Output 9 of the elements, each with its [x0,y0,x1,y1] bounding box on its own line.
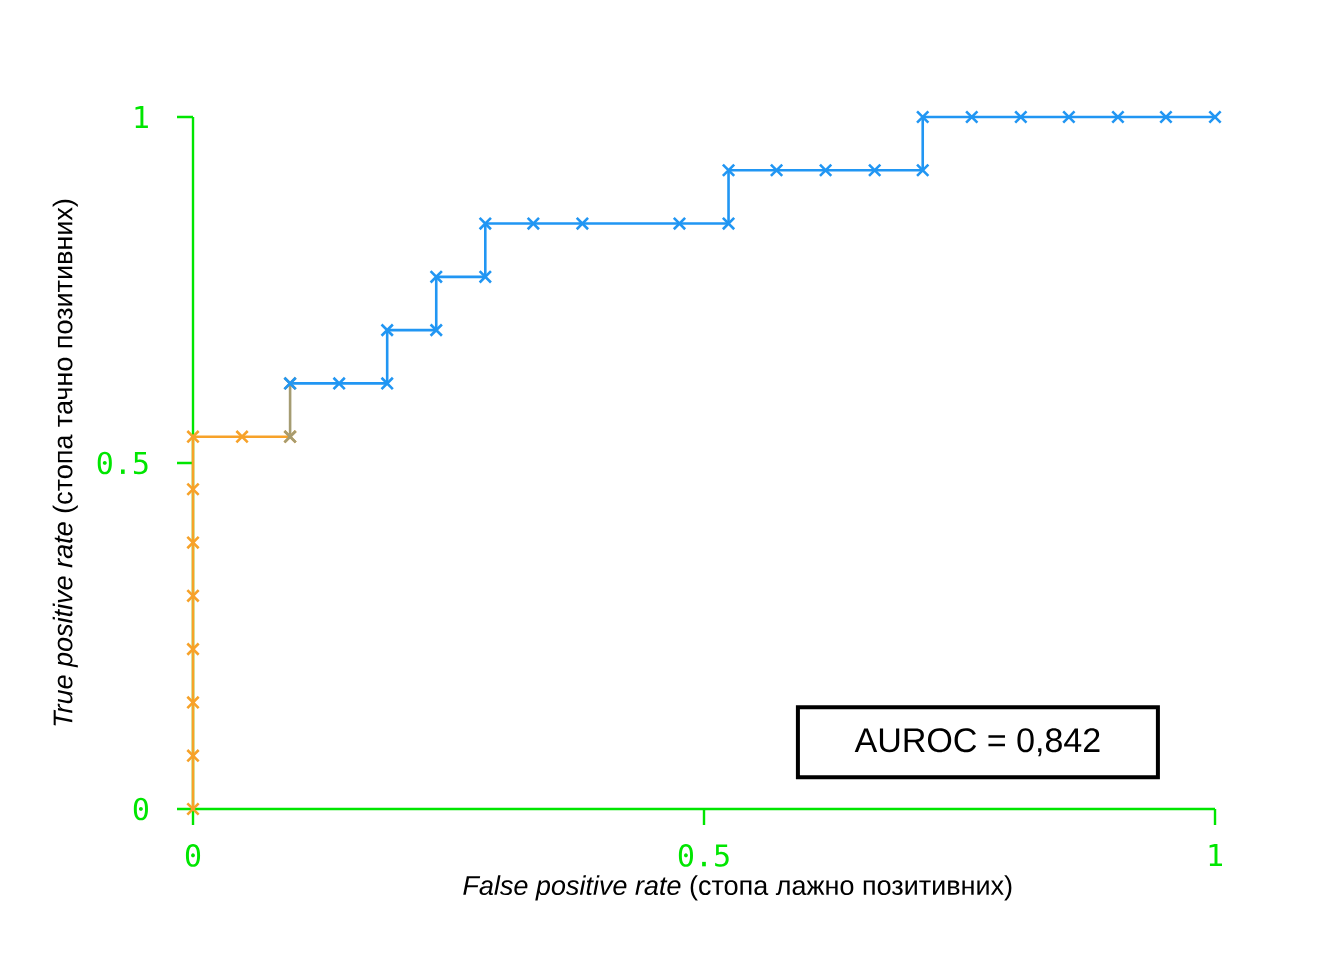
annotation: AUROC = 0,842 [854,728,1100,757]
y-tick-label: 1 [135,106,148,128]
x-tick-label: 0.5 [678,844,729,867]
y-tick-label: 0 [133,797,148,821]
x-tick-label: 0 [185,844,201,867]
x-tick-label: 1 [1209,844,1223,866]
y-tick-label: 0.5 [97,451,148,475]
y-axis-title: True positive rate (стопа тачно позитивних) [52,199,78,726]
x-axis-title: False positive rate (стопа лажно позитивних) [463,875,1012,901]
